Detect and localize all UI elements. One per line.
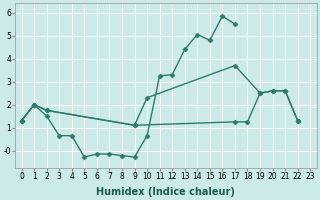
X-axis label: Humidex (Indice chaleur): Humidex (Indice chaleur)	[96, 187, 235, 197]
